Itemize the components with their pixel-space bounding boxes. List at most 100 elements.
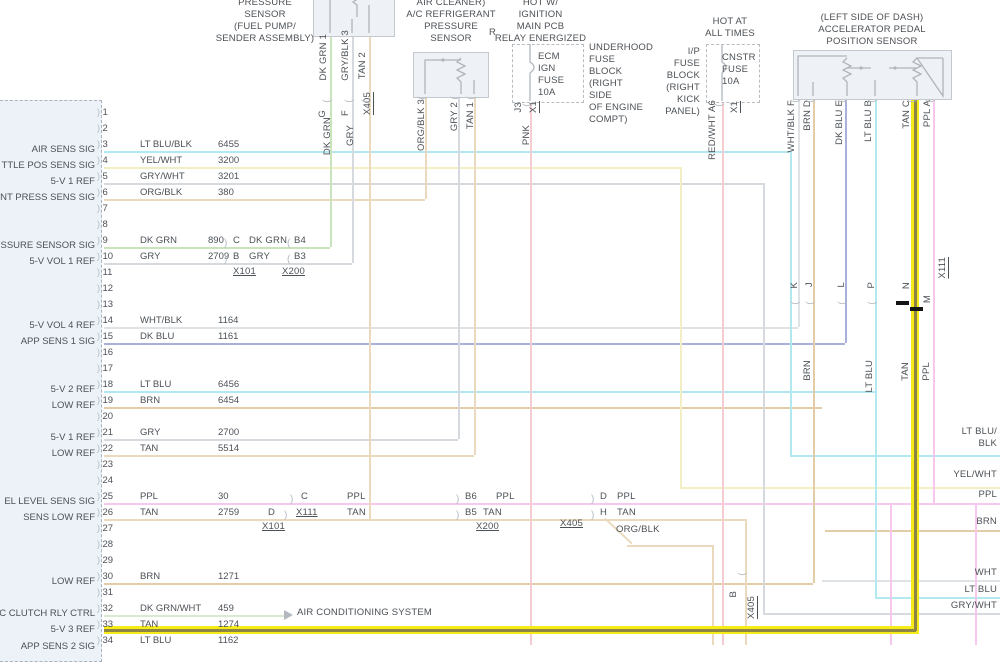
wire-tan-x405-down bbox=[745, 519, 747, 645]
wire-color-label: DK BLU bbox=[140, 331, 175, 342]
pin-number: 6 bbox=[97, 187, 108, 198]
pin-letter: L bbox=[836, 282, 847, 288]
wire-row10 bbox=[104, 263, 352, 265]
underhood-fuse-block-label: UNDERHOOD FUSE BLOCK (RIGHT SIDE OF ENGI… bbox=[589, 42, 654, 125]
wire-color-label: DK GRN/WHT bbox=[140, 603, 202, 614]
splice-pin: B5 bbox=[465, 507, 478, 518]
circuit-number: 2709 bbox=[208, 251, 230, 262]
splice-wire-color: PPL bbox=[496, 491, 515, 502]
circuit-number: 6454 bbox=[218, 395, 240, 406]
wire-color-label: YEL/WHT bbox=[140, 155, 183, 166]
pin-number: 4 bbox=[97, 155, 108, 166]
pin-letter: B bbox=[728, 591, 739, 598]
connector-icon bbox=[805, 301, 815, 304]
connector-icon bbox=[322, 99, 332, 102]
wire-label: DK GRN bbox=[322, 117, 333, 156]
wire-grywht-vert bbox=[763, 183, 765, 613]
label-fragment-r: R bbox=[489, 27, 497, 38]
wire-label: DK GRN 1 bbox=[318, 34, 329, 81]
ecm-signal-label: SENS LOW REF bbox=[23, 512, 95, 523]
connector-mark-icon bbox=[896, 301, 909, 305]
pin-number: 19 bbox=[97, 395, 114, 406]
wire-label: ORG/BLK 3 bbox=[416, 99, 427, 151]
pedal-resistors-icon bbox=[797, 55, 944, 99]
pin-number: 33 bbox=[97, 619, 114, 630]
wire-color-label: TAN bbox=[140, 443, 159, 454]
connector-icon bbox=[805, 99, 815, 102]
wire-tan1-vert bbox=[474, 95, 476, 455]
wire-label: BRN bbox=[802, 360, 813, 381]
wire-label: PPL A bbox=[922, 100, 933, 128]
wire-label: GRY 2 bbox=[449, 102, 460, 132]
ecm-signal-label: SSURE SENSOR SIG bbox=[0, 240, 96, 251]
wire-row14 bbox=[104, 327, 798, 329]
fuel-sensor-resistor-icon bbox=[329, 0, 370, 33]
pin-number: 29 bbox=[97, 555, 114, 566]
wire-color-label: GRY bbox=[140, 251, 161, 262]
connector-id: X1 bbox=[729, 101, 740, 114]
wire-color-label: BRN bbox=[140, 571, 161, 582]
wire-ppl-branch2 bbox=[975, 503, 977, 645]
splice-pin: B3 bbox=[294, 251, 307, 262]
ecm-signal-label: 5-V VOL 1 REF bbox=[29, 256, 95, 267]
circuit-number: 890 bbox=[208, 235, 224, 246]
pin-letter: N bbox=[901, 282, 912, 290]
circuit-number: 380 bbox=[218, 187, 234, 198]
circuit-number: 6456 bbox=[218, 379, 240, 390]
wire-color-label: TAN bbox=[140, 507, 159, 518]
pin-number: 28 bbox=[97, 539, 114, 550]
connector-id: X111 bbox=[937, 257, 948, 279]
wire-orgblk-down bbox=[712, 545, 714, 645]
wire-gryblk-vert bbox=[352, 36, 354, 263]
wire-pedal-dkblu bbox=[845, 98, 847, 343]
wire-row6 bbox=[104, 199, 425, 201]
splice-wire-color: PPL bbox=[347, 491, 366, 502]
pin-number: 12 bbox=[97, 283, 114, 294]
wire-pnk-vert bbox=[530, 100, 532, 645]
connector-icon bbox=[867, 99, 877, 102]
pin-number: 11 bbox=[97, 267, 113, 278]
connector-icon bbox=[522, 103, 532, 106]
wire-row5 bbox=[104, 183, 763, 185]
wire-color-label: LT BLU/BLK bbox=[140, 139, 192, 150]
pin-number: 18 bbox=[97, 379, 114, 390]
ecm-signal-label: 5-V 1 REF bbox=[50, 432, 95, 443]
connector-icon bbox=[737, 572, 747, 575]
connector-icon bbox=[450, 96, 460, 99]
wire-exit-ltblublk bbox=[790, 455, 1000, 457]
pin-letter: F bbox=[340, 110, 351, 117]
connector-icon bbox=[466, 96, 476, 99]
connector-icon bbox=[284, 511, 287, 521]
wire-color-label: LT BLU bbox=[140, 635, 172, 646]
wire-row9 bbox=[104, 247, 330, 249]
pin-letter: M bbox=[922, 295, 933, 304]
ecm-signal-label: APP SENS 1 SIG bbox=[20, 336, 95, 347]
ecm-signal-label: 5-V 3 REF bbox=[50, 624, 95, 635]
wire-label: DK BLU E bbox=[834, 100, 845, 145]
pin-number: 20 bbox=[97, 411, 114, 422]
wire-row30 bbox=[104, 583, 813, 585]
connector-id: X101 bbox=[262, 521, 285, 532]
pin-number: 5 bbox=[97, 171, 108, 182]
wire-ppl-branch1 bbox=[890, 503, 892, 645]
splice-pin: D bbox=[600, 491, 608, 502]
wire-pedal-whtblk bbox=[798, 98, 800, 327]
exit-wire-label: WHT bbox=[974, 567, 997, 578]
wire-exit-ltblu bbox=[875, 597, 1000, 599]
circuit-number: 30 bbox=[218, 491, 229, 502]
ac-sensor-resistor-icon bbox=[424, 57, 475, 94]
wire-tan-core-vert bbox=[914, 98, 917, 631]
connector-icon bbox=[925, 99, 935, 102]
wire-row26 bbox=[104, 519, 745, 521]
ecm-signal-label: LOW REF bbox=[51, 400, 95, 411]
connector-icon bbox=[591, 511, 594, 521]
wire-row32 bbox=[104, 615, 284, 617]
pin-letter: J bbox=[804, 282, 815, 287]
circuit-number: 3201 bbox=[218, 171, 240, 182]
ecm-fuse-header: HOT W/ IGNITION MAIN PCB RELAY ENERGIZED bbox=[494, 0, 587, 44]
ecm-signal-label: TTLE POS SENS SIG bbox=[1, 160, 95, 171]
connector-id: X200 bbox=[476, 521, 499, 532]
exit-wire-label: PPL bbox=[978, 489, 997, 500]
connector-icon bbox=[224, 239, 227, 249]
circuit-number: 1161 bbox=[218, 331, 239, 342]
